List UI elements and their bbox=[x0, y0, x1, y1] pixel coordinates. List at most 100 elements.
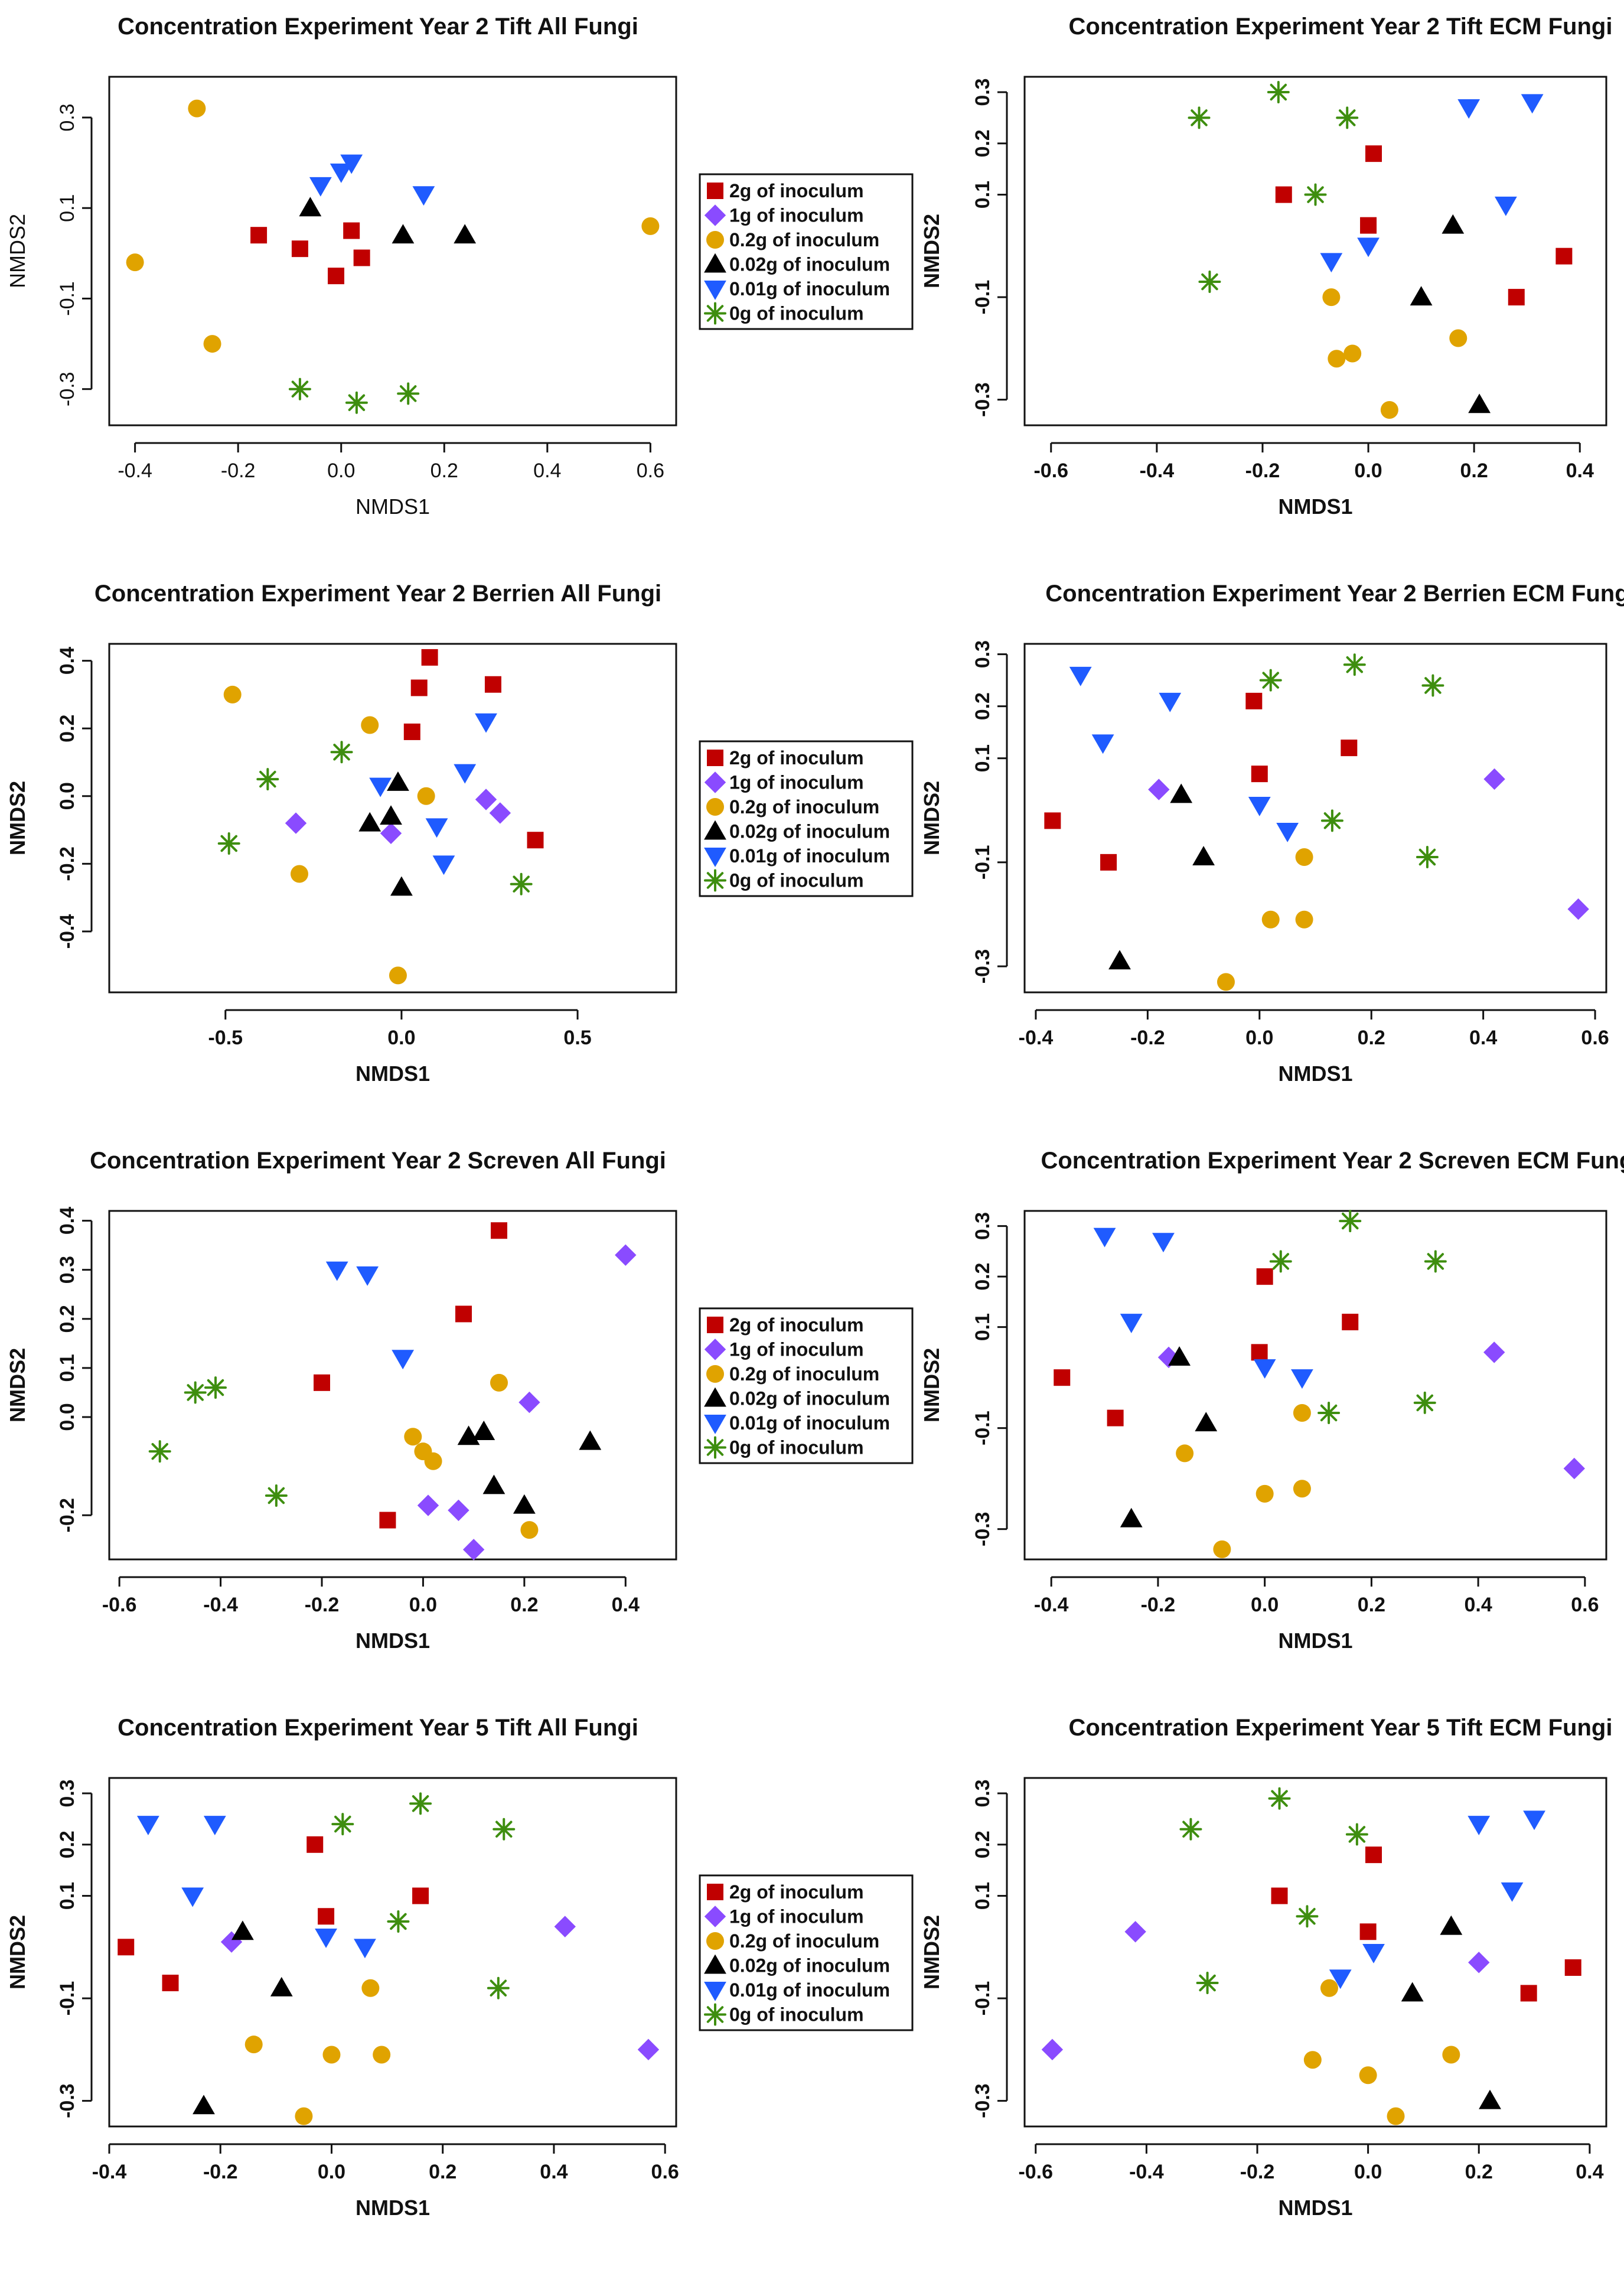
point-0-2g-of-inoculum bbox=[373, 2046, 391, 2064]
point-0-02g-of-inoculum bbox=[387, 771, 409, 791]
legend-label: 1g of inoculum bbox=[729, 205, 864, 226]
point-0-02g-of-inoculum bbox=[299, 197, 322, 217]
point-0-2g-of-inoculum bbox=[1217, 973, 1235, 991]
point-0-2g-of-inoculum bbox=[1442, 2046, 1460, 2064]
x-tick-label: -0.4 bbox=[1129, 2161, 1164, 2183]
point-0-02g-of-inoculum bbox=[231, 1920, 254, 1940]
x-tick-label: 0.4 bbox=[1576, 2161, 1603, 2183]
y-tick-label: 0.2 bbox=[56, 1831, 79, 1858]
point-0g-of-inoculum bbox=[397, 382, 420, 405]
point-0-2g-of-inoculum bbox=[126, 253, 144, 272]
y-tick-label: -0.2 bbox=[56, 1498, 79, 1533]
point-0-02g-of-inoculum bbox=[390, 876, 413, 896]
point-1g-of-inoculum bbox=[554, 1916, 576, 1937]
point-2g-of-inoculum bbox=[1044, 812, 1061, 829]
chart-title: Concentration Experiment Year 5 Tift ECM… bbox=[1069, 1715, 1613, 1741]
y-tick-label: 0.1 bbox=[56, 194, 79, 222]
point-0-01g-of-inoculum bbox=[309, 177, 332, 197]
point-0-01g-of-inoculum bbox=[1501, 1882, 1524, 1902]
chart-panel-berrien-ecm-year2: Concentration Experiment Year 2 Berrien … bbox=[812, 567, 1624, 1134]
scatter-chart-svg: Concentration Experiment Year 2 Tift All… bbox=[5, 14, 914, 519]
point-0g-of-inoculum bbox=[1198, 271, 1221, 294]
point-2g-of-inoculum bbox=[1275, 186, 1292, 203]
y-tick-label: 0.2 bbox=[56, 715, 79, 742]
point-0g-of-inoculum bbox=[1318, 1402, 1341, 1425]
chart-title: Concentration Experiment Year 2 Screven … bbox=[1041, 1148, 1624, 1174]
point-0-01g-of-inoculum bbox=[1120, 1314, 1143, 1334]
y-tick-label: -0.1 bbox=[56, 1981, 79, 2016]
data-points bbox=[1044, 653, 1589, 991]
chart-title: Concentration Experiment Year 2 Screven … bbox=[90, 1148, 666, 1174]
y-tick-label: 0.3 bbox=[971, 1779, 994, 1807]
point-1g-of-inoculum bbox=[285, 812, 307, 834]
y-tick-label: -0.3 bbox=[971, 382, 994, 417]
legend: 2g of inoculum 1g of inoculum 0.2g of inoc… bbox=[699, 1307, 914, 1464]
point-0-02g-of-inoculum bbox=[1195, 1412, 1218, 1432]
point-0-2g-of-inoculum bbox=[1295, 848, 1313, 867]
x-tick-label: -0.4 bbox=[1140, 460, 1175, 482]
y-tick-label: -0.3 bbox=[971, 2083, 994, 2118]
legend-marker-2g-of-inoculum bbox=[707, 1317, 723, 1333]
point-0-2g-of-inoculum bbox=[520, 1521, 539, 1539]
point-0g-of-inoculum bbox=[217, 832, 240, 855]
point-0-01g-of-inoculum bbox=[136, 1816, 159, 1835]
legend-marker-0-01g-of-inoculum bbox=[704, 848, 726, 867]
legend-marker-0-02g-of-inoculum bbox=[704, 1954, 726, 1974]
point-0g-of-inoculum bbox=[1179, 1818, 1202, 1841]
point-2g-of-inoculum bbox=[1360, 217, 1377, 234]
point-0-01g-of-inoculum bbox=[1357, 237, 1380, 258]
legend-marker-0-01g-of-inoculum bbox=[704, 1415, 726, 1434]
x-axis-label: NMDS1 bbox=[356, 494, 430, 519]
y-tick-label: -0.4 bbox=[56, 914, 79, 949]
chart-panel-screven-ecm-year2: Concentration Experiment Year 2 Screven … bbox=[812, 1134, 1624, 1701]
point-0-02g-of-inoculum bbox=[1442, 214, 1465, 234]
point-0-02g-of-inoculum bbox=[358, 812, 381, 832]
legend-label: 2g of inoculum bbox=[729, 1314, 864, 1336]
point-2g-of-inoculum bbox=[410, 679, 428, 696]
chart-title: Concentration Experiment Year 2 Tift All… bbox=[118, 14, 638, 40]
legend-label: 0.2g of inoculum bbox=[729, 1930, 879, 1952]
point-0g-of-inoculum bbox=[265, 1484, 288, 1507]
point-0g-of-inoculum bbox=[387, 1910, 410, 1933]
point-0-2g-of-inoculum bbox=[1295, 910, 1313, 929]
point-0-2g-of-inoculum bbox=[424, 1452, 442, 1470]
point-0-02g-of-inoculum bbox=[1401, 1982, 1424, 2002]
point-0-2g-of-inoculum bbox=[1380, 400, 1398, 419]
chart-panel-berrien-all-year2: Concentration Experiment Year 2 Berrien … bbox=[0, 567, 914, 1134]
x-tick-label: 0.0 bbox=[318, 2161, 345, 2183]
point-0-02g-of-inoculum bbox=[1192, 846, 1215, 866]
x-tick-label: 0.6 bbox=[1571, 1594, 1599, 1616]
x-tick-label: 0.0 bbox=[1245, 1027, 1273, 1049]
point-2g-of-inoculum bbox=[1054, 1369, 1071, 1386]
point-2g-of-inoculum bbox=[421, 649, 438, 666]
legend-marker-1g-of-inoculum bbox=[704, 771, 726, 793]
x-tick-label: 0.0 bbox=[387, 1027, 415, 1049]
y-axis-label: NMDS2 bbox=[919, 1915, 944, 1989]
y-tick-label: -0.3 bbox=[56, 2083, 79, 2118]
point-0-02g-of-inoculum bbox=[1170, 783, 1193, 803]
y-axis-label: NMDS2 bbox=[5, 1348, 30, 1422]
legend-marker-2g-of-inoculum bbox=[707, 1884, 723, 1900]
x-tick-label: -0.2 bbox=[1130, 1027, 1165, 1049]
plot-frame bbox=[108, 1777, 677, 2128]
point-0-2g-of-inoculum bbox=[1293, 1480, 1311, 1498]
legend-label: 0g of inoculum bbox=[729, 1437, 864, 1458]
point-0-01g-of-inoculum bbox=[392, 1350, 415, 1370]
point-0-2g-of-inoculum bbox=[1255, 1484, 1274, 1503]
point-0g-of-inoculum bbox=[487, 1976, 510, 1999]
y-axis-label: NMDS2 bbox=[5, 214, 30, 288]
point-0-2g-of-inoculum bbox=[1387, 2107, 1405, 2125]
point-1g-of-inoculum bbox=[380, 822, 402, 844]
point-0-01g-of-inoculum bbox=[1069, 666, 1092, 686]
point-0-01g-of-inoculum bbox=[412, 186, 435, 206]
point-2g-of-inoculum bbox=[1100, 854, 1117, 871]
point-0g-of-inoculum bbox=[493, 1818, 516, 1841]
point-2g-of-inoculum bbox=[353, 249, 370, 266]
y-tick-label: -0.2 bbox=[56, 846, 79, 881]
x-tick-label: 0.2 bbox=[1358, 1027, 1385, 1049]
point-0-01g-of-inoculum bbox=[1457, 99, 1480, 119]
point-0-01g-of-inoculum bbox=[1093, 1227, 1116, 1248]
y-tick-label: 0.1 bbox=[971, 744, 994, 772]
point-0-2g-of-inoculum bbox=[404, 1428, 422, 1446]
